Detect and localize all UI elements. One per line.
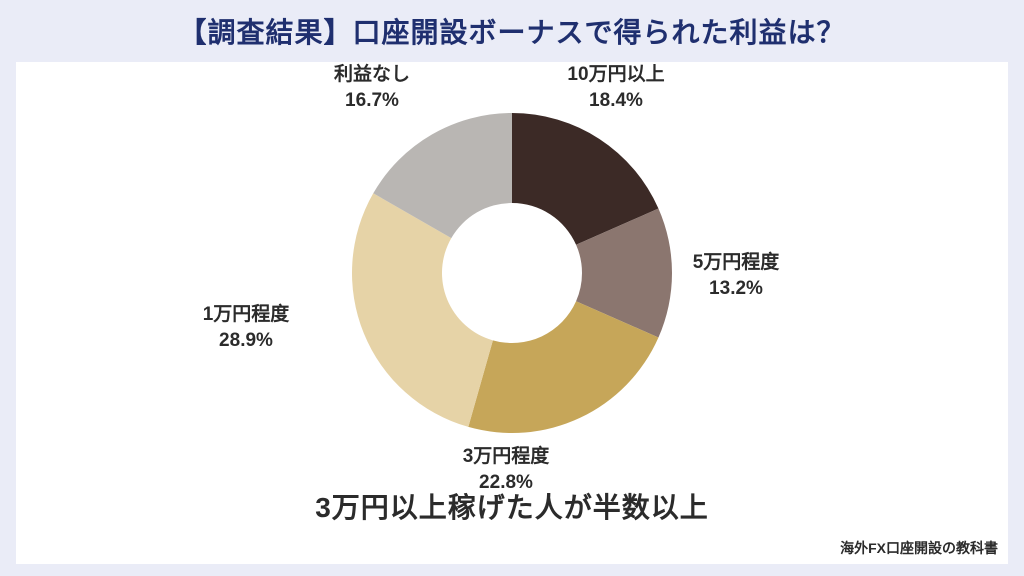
slice-label-pct: 16.7% [334,88,410,114]
slice-label-pct: 13.2% [693,276,780,302]
slice-label-name: 利益なし [334,62,410,88]
slice-label-pct: 18.4% [567,88,664,114]
slice-label-pct: 28.9% [203,328,290,354]
donut-svg [332,93,692,453]
slice-label-name: 5万円程度 [693,250,780,276]
slice-label: 5万円程度13.2% [693,250,780,301]
page-title: 【調査結果】口座開設ボーナスで得られた利益は？ [178,11,845,51]
header: 【調査結果】口座開設ボーナスで得られた利益は？ [0,0,1024,62]
slice-label: 10万円以上18.4% [567,62,664,113]
donut-slice [352,193,493,427]
chart-panel: 10万円以上18.4%5万円程度13.2%3万円程度22.8%1万円程度28.9… [16,62,1008,564]
slice-label-name: 1万円程度 [203,302,290,328]
source-credit: 海外FX口座開設の教科書 [840,538,998,558]
slice-label: 1万円程度28.9% [203,302,290,353]
chart-subtitle: 3万円以上稼げた人が半数以上 [315,486,709,526]
slice-label-name: 10万円以上 [567,62,664,88]
slice-label-name: 3万円程度 [463,444,550,470]
slice-label: 利益なし16.7% [334,62,410,113]
